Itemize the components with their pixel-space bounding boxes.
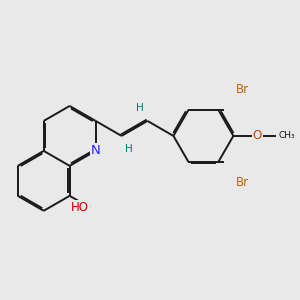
- Text: Br: Br: [236, 83, 250, 96]
- Text: O: O: [253, 129, 262, 142]
- Text: N: N: [91, 144, 100, 158]
- Text: Br: Br: [236, 176, 250, 189]
- Text: H: H: [125, 144, 133, 154]
- Text: H: H: [136, 103, 144, 113]
- Text: HO: HO: [71, 201, 89, 214]
- Text: CH₃: CH₃: [278, 131, 295, 140]
